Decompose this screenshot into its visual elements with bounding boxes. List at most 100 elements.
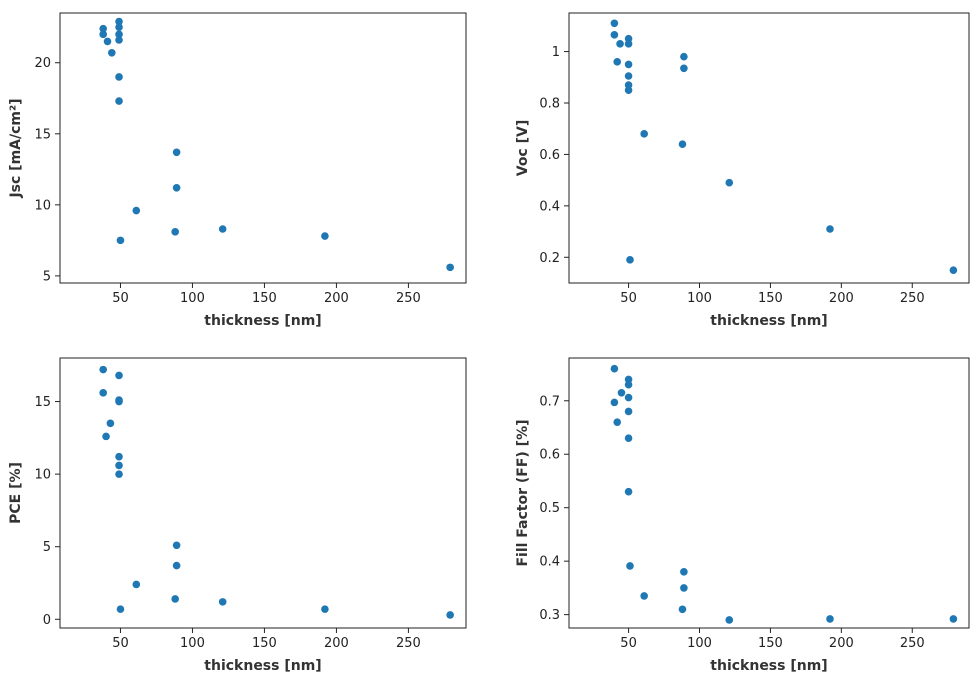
- y-tick-label: 10: [34, 468, 51, 483]
- data-point: [116, 236, 125, 245]
- y-tick-label: 0.6: [539, 448, 560, 463]
- data-point: [446, 263, 454, 272]
- data-point: [725, 178, 734, 187]
- data-point: [115, 371, 123, 380]
- data-point: [172, 541, 181, 550]
- x-tick-label: 50: [112, 291, 129, 306]
- data-point: [115, 470, 123, 478]
- x-tick-label: 100: [180, 636, 205, 651]
- x-axis-title: thickness [nm]: [710, 658, 827, 674]
- x-tick-label: 150: [252, 636, 277, 651]
- y-tick-label: 20: [34, 56, 51, 71]
- y-tick-label: 0.2: [539, 251, 560, 266]
- x-tick-label: 250: [396, 636, 421, 651]
- data-point: [624, 72, 633, 80]
- y-tick-label: 0: [43, 613, 51, 628]
- x-tick-label: 200: [829, 636, 854, 651]
- data-point: [108, 48, 116, 57]
- data-point: [99, 389, 107, 397]
- x-tick-label: 50: [620, 291, 637, 306]
- data-point: [826, 615, 834, 623]
- data-point: [172, 183, 181, 192]
- data-point: [626, 562, 634, 570]
- data-point: [624, 393, 633, 402]
- x-axis-title: thickness [nm]: [204, 313, 321, 329]
- data-point: [680, 568, 688, 576]
- data-point: [218, 225, 227, 233]
- plot-frame: [59, 12, 467, 284]
- data-point: [624, 40, 633, 48]
- y-tick-label: 1: [552, 45, 560, 60]
- data-point: [102, 432, 110, 441]
- y-tick-label: 0.4: [539, 199, 560, 214]
- y-tick-label: 5: [43, 540, 51, 555]
- data-point: [218, 598, 227, 606]
- data-point: [103, 37, 112, 46]
- y-tick-label: 0.5: [539, 501, 560, 516]
- data-point: [321, 232, 329, 240]
- x-tick-label: 200: [324, 636, 349, 651]
- x-tick-label: 100: [687, 636, 712, 651]
- y-axis-title: Jsc [mA/cm²]: [8, 98, 24, 198]
- data-point: [106, 419, 115, 428]
- data-point: [624, 407, 633, 416]
- x-tick-label: 100: [687, 291, 712, 306]
- data-point: [171, 595, 179, 603]
- y-tick-label: 15: [34, 395, 51, 410]
- data-point: [680, 584, 688, 592]
- y-tick-label: 10: [34, 198, 51, 213]
- x-tick-label: 50: [112, 636, 129, 651]
- data-point: [115, 17, 123, 26]
- x-tick-label: 150: [758, 636, 783, 651]
- x-tick-label: 100: [180, 291, 205, 306]
- data-point: [949, 266, 958, 274]
- data-point: [826, 225, 834, 233]
- data-point: [678, 140, 687, 148]
- data-point: [132, 206, 141, 215]
- chart-panel-1: 50 100 150 200 250 5 10 15 20 thickness [nm] Jsc […: [8, 12, 467, 329]
- chart-panel-3: 50 100 150 200 250 0 5 10 15 thickness [nm] PCE [%…: [8, 357, 467, 674]
- y-axis-title: Voc [V]: [515, 120, 531, 177]
- data-point: [640, 592, 648, 600]
- data-point: [321, 605, 329, 613]
- data-point: [115, 73, 123, 81]
- x-tick-label: 150: [758, 291, 783, 306]
- data-point: [624, 487, 633, 496]
- y-tick-label: 0.8: [539, 97, 560, 112]
- data-point: [617, 388, 626, 397]
- x-tick-label: 200: [324, 291, 349, 306]
- chart-panel-2: 50 100 150 200 250 0.2 0.4 0.6 0.8 1 thickness [nm…: [515, 12, 970, 329]
- data-point: [624, 434, 633, 442]
- y-tick-label: 0.3: [539, 608, 560, 623]
- x-tick-label: 250: [900, 291, 925, 306]
- data-point: [115, 36, 123, 44]
- data-point: [624, 380, 633, 389]
- data-point: [725, 616, 734, 624]
- x-tick-label: 250: [396, 291, 421, 306]
- data-point: [624, 86, 633, 94]
- data-point: [172, 148, 181, 157]
- data-point: [610, 31, 619, 39]
- data-point: [116, 605, 125, 613]
- plot-frame: [59, 357, 467, 629]
- data-point: [115, 97, 123, 105]
- data-point: [613, 418, 622, 426]
- data-point: [680, 64, 688, 73]
- data-point: [610, 19, 619, 28]
- y-axis-title: PCE [%]: [8, 462, 24, 524]
- y-tick-label: 15: [34, 127, 51, 142]
- data-point: [610, 364, 619, 373]
- x-tick-label: 250: [900, 636, 925, 651]
- x-tick-label: 50: [620, 636, 637, 651]
- x-tick-label: 150: [252, 291, 277, 306]
- data-point: [626, 256, 634, 264]
- y-tick-label: 5: [43, 269, 51, 284]
- data-point: [115, 452, 123, 461]
- data-point: [171, 228, 179, 236]
- plot-frame: [568, 12, 970, 284]
- data-point: [115, 461, 123, 470]
- data-point: [115, 30, 123, 39]
- data-point: [446, 611, 454, 619]
- data-point: [678, 605, 687, 614]
